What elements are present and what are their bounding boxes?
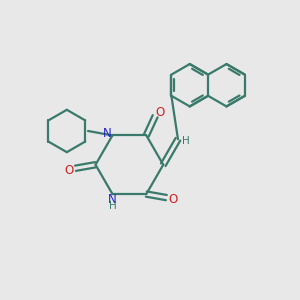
Text: N: N bbox=[108, 194, 117, 206]
Text: H: H bbox=[182, 136, 190, 146]
Text: O: O bbox=[155, 106, 165, 119]
Text: O: O bbox=[168, 194, 177, 206]
Text: H: H bbox=[109, 201, 116, 212]
Text: O: O bbox=[64, 164, 74, 177]
Text: N: N bbox=[103, 128, 112, 140]
